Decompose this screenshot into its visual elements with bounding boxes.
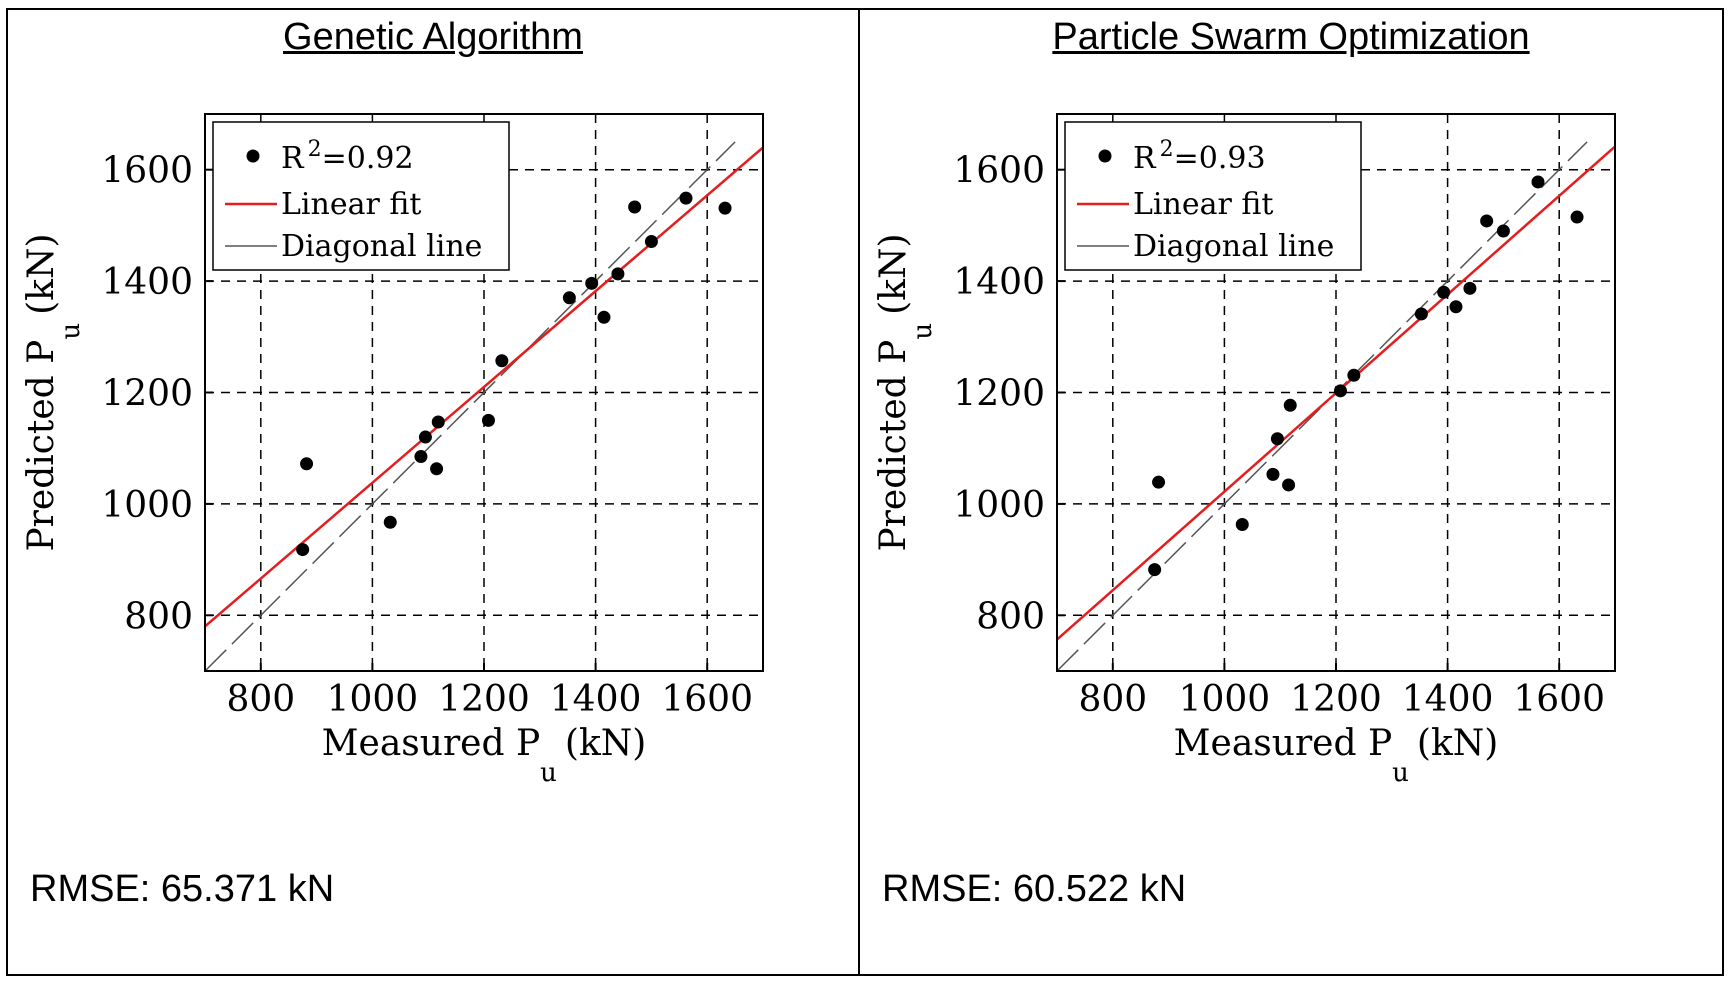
pso-y-tick-label-1400: 1400 [953,262,1045,303]
ga-panel-title: Genetic Algorithm [283,16,583,58]
ga-data-point-7 [481,413,495,427]
pso-x-tick-label-1600: 1600 [1513,679,1605,720]
ga-y-axis-label: Predicted Pu(kN) [21,233,86,551]
pso-data-point-14 [1496,224,1510,238]
ga-data-point-0 [296,543,310,557]
ga-y-tick-label-800: 800 [124,596,193,637]
pso-data-point-1 [1152,475,1166,489]
ga-scatter-chart: 800 1000 1200 1400 1600 800 1000 1200 1400 1600 Me… [21,113,764,788]
pso-data-point-7 [1333,384,1347,398]
pso-rmse-text: RMSE: 60.522 kN [882,868,1187,910]
ga-x-axis-label: Measured Pu(kN) [322,723,647,788]
ga-legend-fit-label: Linear fit [281,187,421,222]
ga-x-tick-label-1200: 1200 [438,679,530,720]
ga-data-point-4 [418,430,432,444]
pso-data-point-4 [1270,432,1284,446]
panel-divider [858,8,860,976]
pso-x-tick-label-1400: 1400 [1402,679,1494,720]
pso-data-point-9 [1414,307,1428,321]
pso-legend-fit-label: Linear fit [1133,187,1273,222]
ga-y-tick-label-1400: 1400 [101,262,193,303]
ga-data-point-14 [644,235,658,249]
pso-x-tick-label-1200: 1200 [1290,679,1382,720]
pso-y-tick-label-1000: 1000 [953,485,1045,526]
pso-panel-title: Particle Swarm Optimization [1052,16,1530,58]
ga-data-point-8 [495,354,509,368]
pso-legend-r2-label: R 2=0.93 [1133,137,1266,176]
ga-legend-point-marker [246,149,260,163]
pso-data-point-13 [1480,214,1494,228]
ga-data-point-15 [679,191,693,205]
ga-x-tick-label-1400: 1400 [550,679,642,720]
ga-rmse-text: RMSE: 65.371 kN [30,868,335,910]
pso-data-point-12 [1463,281,1477,295]
pso-legend-point-marker [1098,149,1112,163]
ga-data-point-13 [628,200,642,214]
ga-data-point-10 [585,276,599,290]
pso-y-axis-label: Predicted Pu(kN) [873,233,938,551]
ga-data-point-6 [431,415,445,429]
pso-x-axis-label: Measured Pu(kN) [1174,723,1499,788]
ga-x-tick-label-1600: 1600 [661,679,753,720]
ga-legend-diagonal-label: Diagonal line [281,229,482,264]
ga-data-point-1 [300,457,314,471]
pso-legend: R 2=0.93 Linear fit Diagonal line [1064,121,1362,271]
ga-y-tick-label-1600: 1600 [101,151,193,192]
pso-data-point-0 [1148,563,1162,577]
ga-data-point-16 [718,201,732,215]
pso-legend-diagonal-label: Diagonal line [1133,229,1334,264]
ga-data-point-5 [430,462,444,476]
pso-data-point-8 [1347,368,1361,382]
pso-data-point-5 [1282,478,1296,492]
ga-panel: Genetic Algorithm 800 1000 1200 1400 1600 800… [8,8,858,976]
ga-legend: R 2=0.92 Linear fit Diagonal line [212,121,510,271]
pso-data-point-3 [1266,467,1280,481]
pso-y-tick-label-800: 800 [976,596,1045,637]
ga-x-tick-label-800: 800 [226,679,295,720]
pso-data-point-16 [1570,210,1584,224]
ga-x-tick-label-1000: 1000 [327,679,419,720]
ga-data-point-2 [383,515,397,529]
ga-legend-r2-label: R 2=0.92 [281,137,414,176]
pso-x-tick-label-1000: 1000 [1179,679,1271,720]
pso-y-tick-label-1200: 1200 [953,374,1045,415]
pso-data-point-2 [1235,518,1249,532]
ga-data-point-12 [611,267,625,281]
ga-data-point-11 [597,310,611,324]
ga-data-point-3 [414,450,428,464]
pso-scatter-chart: 800 1000 1200 1400 1600 800 1000 1200 1400 1600 Me… [873,113,1616,788]
figure-frame [6,8,1724,976]
pso-data-point-15 [1531,175,1545,189]
pso-data-point-6 [1283,398,1297,412]
ga-y-tick-label-1000: 1000 [101,485,193,526]
pso-x-tick-label-800: 800 [1078,679,1147,720]
ga-y-tick-label-1200: 1200 [101,374,193,415]
pso-data-point-11 [1449,300,1463,314]
ga-diagonal-line [205,141,736,671]
ga-data-point-9 [562,291,576,305]
pso-data-point-10 [1437,285,1451,299]
pso-y-tick-label-1600: 1600 [953,151,1045,192]
pso-panel: Particle Swarm Optimization 800 1000 1200 1… [860,8,1722,976]
